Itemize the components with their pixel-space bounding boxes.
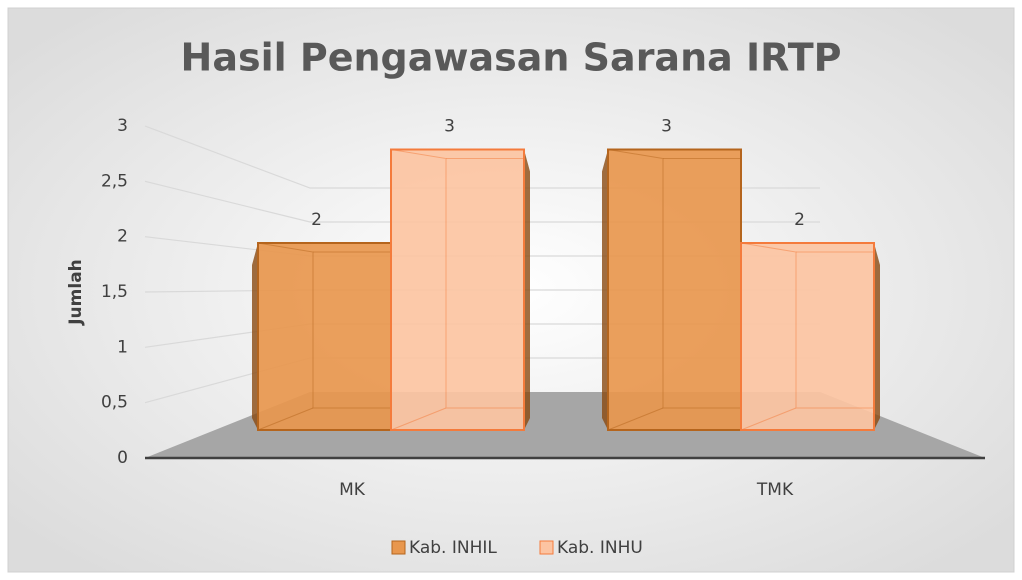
bar-side — [874, 243, 880, 430]
y-tick-label: 2 — [117, 227, 128, 247]
legend-swatch — [391, 540, 406, 555]
bar-edge — [390, 149, 524, 409]
legend-label: Kab. INHIL — [409, 538, 497, 558]
legend-label: Kab. INHU — [557, 538, 643, 558]
bar-face — [607, 148, 742, 431]
bar-side — [524, 149, 530, 430]
value-label: 3 — [661, 117, 672, 137]
bar-edge — [740, 242, 874, 409]
y-tick-label: 0,5 — [101, 393, 128, 413]
bar-edge — [740, 407, 797, 431]
y-axis-label: Jumlah — [66, 259, 86, 326]
bar-edge — [257, 407, 314, 431]
y-tick-label: 1,5 — [101, 282, 128, 302]
bar-face — [740, 242, 875, 431]
bar-edge — [607, 407, 664, 431]
bar-side — [252, 243, 258, 430]
bars: 2 3 3 2 — [252, 117, 880, 431]
legend-swatch — [539, 540, 554, 555]
bar — [390, 148, 530, 431]
chart-title: Hasil Pengawasan Sarana IRTP — [181, 36, 842, 80]
bar-side — [602, 149, 608, 430]
value-label: 2 — [794, 210, 805, 230]
bar-edge — [257, 242, 391, 409]
x-tick-label: MK — [339, 480, 366, 500]
value-label: 3 — [444, 117, 455, 137]
bar-edge — [607, 149, 741, 409]
value-label: 2 — [311, 210, 322, 230]
y-tick-label: 0 — [117, 448, 128, 468]
bar-edge — [390, 407, 447, 431]
bar-face — [390, 148, 525, 431]
bar — [602, 148, 742, 431]
y-tick-label: 3 — [117, 116, 128, 136]
bar — [252, 242, 392, 431]
y-tick-label: 2,5 — [101, 171, 128, 191]
x-tick-label: TMK — [756, 480, 794, 500]
bar — [740, 242, 880, 431]
y-tick-label: 1 — [117, 337, 128, 357]
bar-face — [257, 242, 392, 431]
